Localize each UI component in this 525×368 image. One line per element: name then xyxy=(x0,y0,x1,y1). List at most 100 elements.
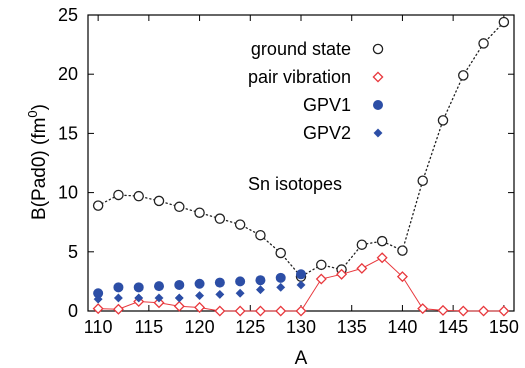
ground-state-point xyxy=(133,190,144,202)
legend-label-gpv2: GPV2 xyxy=(303,123,351,143)
gpv2-point xyxy=(154,293,164,303)
pair-vibration-point xyxy=(275,305,287,317)
series-gpv2 xyxy=(93,280,306,304)
gpv1-point xyxy=(255,275,266,286)
plot-frame xyxy=(87,14,515,312)
pair-vibration-point xyxy=(498,305,510,317)
gpv2-point xyxy=(134,293,144,303)
x-tick-label: 150 xyxy=(489,317,519,337)
x-tick-label: 125 xyxy=(235,317,265,337)
legend-marker-gpv2 xyxy=(373,128,383,138)
pair-vibration-point xyxy=(254,305,266,317)
pair-vibration-point xyxy=(478,305,490,317)
series-gpv1 xyxy=(93,269,306,299)
ground-state-point xyxy=(316,259,327,271)
legend-marker-ground-state xyxy=(372,43,384,55)
legend-label-pair-vibration: pair vibration xyxy=(248,67,351,87)
gpv2-point xyxy=(113,293,123,303)
x-tick-label: 115 xyxy=(135,317,164,337)
gpv1-point xyxy=(194,278,205,289)
ground-state-point xyxy=(397,245,408,256)
pair-vibration-point xyxy=(173,300,185,312)
axis-ticks: 110 115 120 125 130 135 140 145 150 0 5 10 15 20 25 xyxy=(58,5,519,337)
pair-vibration-point xyxy=(112,303,124,315)
gpv2-point xyxy=(276,282,286,292)
series-pair-vibration xyxy=(92,252,510,317)
ground-state-point xyxy=(194,207,205,218)
gpv2-point xyxy=(93,294,103,304)
pair-vibration-point xyxy=(457,305,469,317)
annotation-sn-isotopes: Sn isotopes xyxy=(248,174,342,194)
ground-state-point xyxy=(417,175,428,187)
legend-marker-pair-vibration xyxy=(372,71,384,83)
y-axis-title: B(Pad0) (fm0) xyxy=(25,104,50,220)
pair-vibration-point xyxy=(417,303,429,315)
pair-vibration-point xyxy=(315,273,327,285)
legend: ground state pair vibration GPV1 GPV2 xyxy=(248,39,384,143)
gpv1-point xyxy=(275,272,286,283)
ground-state-point xyxy=(356,239,368,250)
pair-vibration-point xyxy=(234,305,246,317)
gpv2-point xyxy=(215,289,225,299)
y-axis-title-main: B(Pad0) (fm xyxy=(29,118,50,220)
gpv1-point xyxy=(93,288,104,299)
ground-state-point xyxy=(458,70,469,81)
legend-label-gpv1: GPV1 xyxy=(303,95,351,115)
gpv1-point xyxy=(174,279,185,290)
pair-vibration-point xyxy=(336,268,348,280)
ground-state-point xyxy=(376,235,388,247)
gpv2-point xyxy=(296,280,306,290)
y-axis-title-superscript: 0 xyxy=(25,110,40,117)
pair-vibration-point xyxy=(214,305,226,317)
ground-state-point xyxy=(255,229,266,241)
ground-state-point xyxy=(92,200,104,211)
ground-state-point xyxy=(174,201,185,213)
y-tick-label: 15 xyxy=(58,123,78,143)
pair-vibration-point xyxy=(92,303,104,315)
ground-state-point xyxy=(113,189,124,201)
pair-vibration-point xyxy=(153,297,165,309)
ground-state-point xyxy=(275,247,286,259)
gpv2-point xyxy=(235,288,245,298)
pair-vibration-point xyxy=(356,262,368,274)
pair-vibration-point xyxy=(396,271,408,283)
x-tick-label: 135 xyxy=(337,317,367,337)
gpv2-point xyxy=(195,291,205,301)
ground-state-line xyxy=(97,21,505,278)
gpv1-point xyxy=(154,281,164,292)
ground-state-point xyxy=(153,195,165,207)
legend-label-ground-state: ground state xyxy=(251,39,351,59)
x-tick-label: 110 xyxy=(84,317,113,337)
gpv1-point xyxy=(214,277,225,288)
gpv1-point xyxy=(235,276,246,287)
x-tick-label: 130 xyxy=(286,317,316,337)
gpv2-point xyxy=(174,293,184,303)
ground-state-point xyxy=(478,38,489,49)
pair-vibration-point xyxy=(194,301,206,313)
svg-text:B(Pad0) (fm0): B(Pad0) (fm0) xyxy=(25,104,50,220)
y-tick-label: 5 xyxy=(68,242,78,262)
ground-state-point xyxy=(437,115,449,126)
series-layer xyxy=(92,16,510,317)
ground-state-point xyxy=(498,16,510,28)
gpv1-point xyxy=(133,282,144,293)
pair-vibration-point xyxy=(376,252,388,264)
y-tick-label: 10 xyxy=(58,183,78,203)
gpv2-point xyxy=(255,285,265,295)
ground-state-point xyxy=(234,219,246,230)
x-axis-title: A xyxy=(295,348,308,368)
y-tick-label: 25 xyxy=(58,5,78,25)
legend-marker-gpv1 xyxy=(373,100,383,110)
gpv1-point xyxy=(296,269,306,280)
y-axis-title-close: ) xyxy=(29,104,50,110)
x-tick-label: 145 xyxy=(438,317,468,337)
ground-state-point xyxy=(214,213,226,224)
pair-vibration-point xyxy=(437,304,449,316)
x-tick-label: 140 xyxy=(387,317,417,337)
y-tick-label: 20 xyxy=(58,64,78,84)
gpv1-point xyxy=(113,282,124,293)
y-tick-label: 0 xyxy=(68,301,78,321)
x-tick-label: 120 xyxy=(185,317,215,337)
pair-vibration-point xyxy=(295,305,307,317)
